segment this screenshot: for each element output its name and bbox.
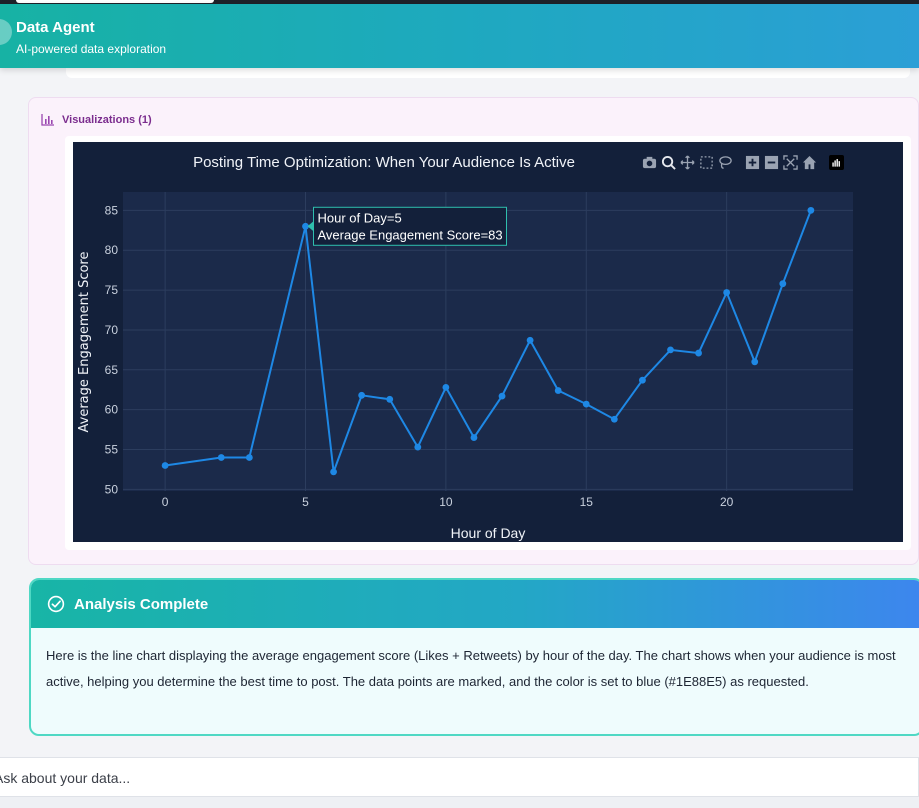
data-point[interactable] (386, 395, 394, 403)
data-point[interactable] (582, 400, 590, 408)
data-point[interactable] (217, 454, 225, 461)
data-point[interactable] (498, 392, 506, 400)
chart-title: Posting Time Optimization: When Your Aud… (193, 154, 575, 171)
y-tick-label: 60 (105, 403, 119, 417)
browser-top-strip (0, 0, 919, 4)
bar-chart-icon (41, 114, 54, 126)
visualizations-panel: Visualizations (1) 50 55 60 65 70 75 80 85 0 5 10… (28, 97, 919, 565)
y-tick-label: 50 (105, 482, 119, 496)
series-line (164, 209, 812, 473)
x-tick-label: 5 (302, 495, 309, 509)
hover-line-1: Hour of Day=5 (318, 210, 402, 225)
y-axis-title: Average Engagement Score (77, 252, 92, 433)
autoscale-icon[interactable] (781, 153, 800, 171)
data-point[interactable] (807, 206, 815, 214)
data-points (161, 206, 815, 476)
chart-container[interactable]: 50 55 60 65 70 75 80 85 0 5 10 15 20 Posting Time O… (73, 142, 903, 542)
data-point[interactable] (695, 349, 702, 357)
bottom-strip (0, 797, 919, 808)
data-point[interactable] (779, 280, 787, 288)
app-header: Data Agent AI-powered data exploration (0, 4, 919, 68)
data-point[interactable] (442, 383, 450, 391)
data-point[interactable] (470, 434, 478, 441)
y-tick-labels: 50 55 60 65 70 75 80 85 (105, 203, 119, 496)
app-title: Data Agent (16, 19, 95, 36)
lasso-icon[interactable] (716, 153, 735, 171)
x-tick-label: 15 (580, 495, 594, 509)
y-tick-label: 70 (105, 323, 119, 337)
data-point[interactable] (330, 468, 337, 476)
zoom-in-icon[interactable] (743, 153, 762, 171)
data-point[interactable] (723, 289, 731, 296)
visualizations-header: Visualizations (1) (41, 114, 152, 126)
data-point[interactable] (414, 443, 422, 451)
y-tick-label: 65 (105, 363, 119, 377)
chat-input[interactable] (0, 764, 896, 792)
data-point[interactable] (554, 387, 562, 394)
app-subtitle: AI-powered data exploration (16, 42, 167, 56)
data-point[interactable] (526, 336, 534, 344)
data-point[interactable] (161, 462, 169, 469)
plotly-logo-icon[interactable] (829, 154, 844, 170)
browser-tab-pill (16, 0, 214, 3)
y-tick-label: 85 (105, 203, 119, 217)
visualizations-label: Visualizations (1) (62, 114, 152, 126)
hover-tooltip: Hour of Day=5 Average Engagement Score=8… (307, 206, 507, 246)
x-tick-labels: 0 5 10 15 20 (162, 495, 734, 509)
x-tick-label: 10 (439, 495, 453, 509)
data-point[interactable] (245, 454, 253, 461)
data-point[interactable] (639, 376, 646, 384)
reset-axes-icon[interactable] (800, 153, 819, 171)
zoom-out-icon[interactable] (762, 153, 781, 171)
app-avatar-icon (0, 19, 12, 45)
data-point[interactable] (667, 346, 674, 354)
chart-card: 50 55 60 65 70 75 80 85 0 5 10 15 20 Posting Time O… (65, 136, 911, 550)
analysis-complete-text: Here is the line chart displaying the av… (46, 648, 896, 689)
data-point[interactable] (751, 358, 759, 366)
x-tick-label: 20 (720, 495, 734, 509)
data-point[interactable] (610, 415, 618, 423)
hover-line-2: Average Engagement Score=83 (318, 227, 503, 242)
pan-icon[interactable] (678, 153, 697, 171)
y-tick-label: 75 (105, 283, 119, 297)
x-tick-label: 0 (162, 495, 169, 509)
analysis-complete-title: Analysis Complete (74, 595, 209, 613)
zoom-icon[interactable] (659, 153, 678, 171)
y-tick-label: 55 (105, 443, 119, 457)
chat-input-bar (0, 757, 919, 797)
check-circle-icon (47, 595, 65, 613)
x-axis-title: Hour of Day (451, 525, 526, 541)
camera-icon[interactable] (640, 153, 659, 171)
analysis-complete-card: Analysis Complete Here is the line chart… (29, 578, 919, 736)
hover-pointer (307, 221, 314, 232)
line-chart[interactable]: 50 55 60 65 70 75 80 85 0 5 10 15 20 Posting Time O… (73, 142, 903, 542)
y-tick-label: 80 (105, 243, 119, 257)
data-point[interactable] (358, 391, 366, 399)
analysis-complete-header: Analysis Complete (31, 580, 919, 628)
chart-modebar (640, 152, 844, 172)
box-select-icon[interactable] (697, 153, 716, 171)
data-point[interactable] (302, 222, 309, 230)
